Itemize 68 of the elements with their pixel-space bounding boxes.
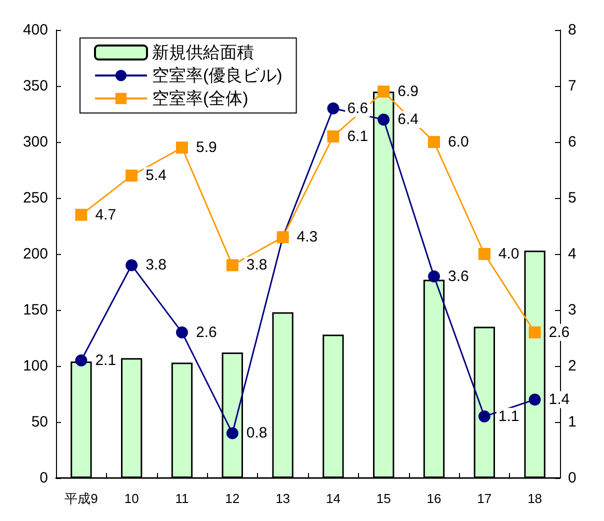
x-tick-label: 10 [124,491,139,506]
data-label: 4.7 [95,206,116,224]
y-tick-label: 300 [22,134,48,150]
point [126,170,138,182]
point [226,427,238,440]
y2-tick-label: 0 [568,470,576,486]
data-label: 1.1 [498,408,520,425]
y2-tick-label: 7 [568,78,576,94]
point [226,259,238,272]
data-label: 4.3 [296,228,318,246]
data-label: 1.4 [548,391,570,408]
data-label: 6.6 [347,100,368,117]
y2-tick-label: 3 [568,302,576,318]
point [428,136,440,148]
legend-label: 空室率(優良ビル) [152,66,282,85]
point [75,354,88,366]
data-label: 0.8 [246,424,268,442]
point [176,326,188,338]
x-tick-label: 11 [175,491,189,506]
data-label: 5.4 [146,167,166,184]
x-tick-label: 平成9 [64,491,98,506]
y-tick-label: 200 [22,246,48,262]
x-tick-label: 14 [326,491,340,506]
x-tick-label: 16 [426,491,442,506]
point [75,208,88,221]
y-tick-label: 350 [22,78,48,94]
data-label: 2.6 [548,324,570,341]
y2-tick-label: 6 [568,134,576,150]
y-tick-label: 0 [40,470,48,486]
point [126,259,138,272]
point [428,270,440,282]
y-tick-label: 150 [22,302,48,318]
data-label: 4.0 [498,246,520,262]
point [176,142,188,154]
y2-tick-label: 2 [568,358,576,374]
point [378,114,390,126]
point [478,248,490,260]
data-label: 5.9 [196,139,217,156]
data-label: 2.6 [196,324,217,341]
point [327,102,340,114]
legend-label: 空室率(全体) [152,89,248,108]
x-tick-label: 12 [225,491,240,506]
data-label: 3.6 [448,268,469,285]
data-label: 6.1 [347,128,368,145]
point [478,410,490,422]
y2-tick-label: 1 [568,414,576,430]
y-tick-label: 50 [31,414,48,430]
point [528,394,541,406]
point [327,130,340,142]
y2-tick-label: 5 [568,190,576,206]
data-label: 6.4 [398,111,418,128]
data-label: 3.8 [246,256,268,274]
y-tick-label: 400 [22,22,48,38]
data-label: 3.8 [146,256,166,274]
data-label: 6.0 [448,134,469,150]
x-tick-label: 18 [528,491,542,506]
x-tick-label: 13 [276,491,290,506]
y2-tick-label: 4 [568,246,576,262]
x-tick-label: 15 [376,491,391,506]
y2-tick-label: 8 [568,22,576,38]
data-label: 2.1 [95,352,116,369]
point [378,86,390,98]
y-tick-label: 250 [22,190,48,206]
point [528,326,541,338]
data-label: 6.9 [398,83,418,100]
legend-label: 新規供給面積 [152,43,254,62]
y-tick-label: 100 [22,358,48,374]
x-tick-label: 17 [477,491,492,506]
